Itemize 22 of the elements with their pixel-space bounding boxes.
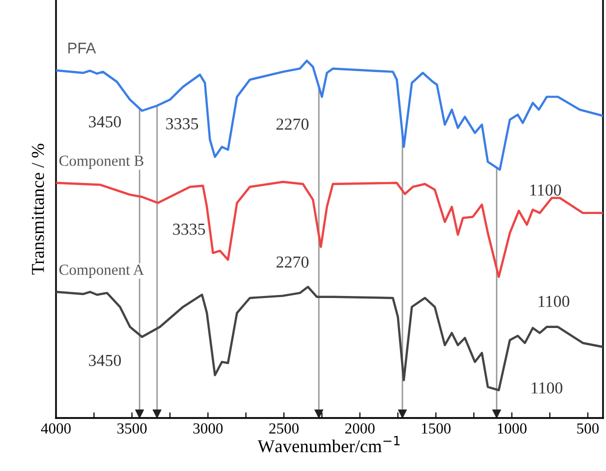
x-tick-label: 1500 [422,423,451,434]
series-label: Component B [59,156,144,170]
annotation: 1100 [530,184,561,196]
series-label: Component A [59,264,144,278]
x-tick-label: 4000 [41,423,71,434]
annotation: 1100 [532,382,562,394]
annotation: 3335 [173,224,206,235]
annotation: 2270 [276,256,309,268]
annotation: 3450 [88,354,121,366]
x-tick-label: 3500 [117,423,147,434]
series-label: PFA [68,42,96,54]
annotation: 1100 [538,296,570,308]
x-tick-label: 500 [577,423,599,434]
x-tick-label: 1000 [498,423,527,434]
x-axis-title: Wavenumber/cm$^{−1}$ [258,436,400,452]
x-tick-label: 3000 [193,423,223,434]
annotation: 3450 [88,116,121,128]
x-tick-label: 2000 [345,423,375,434]
annotation: 3335 [166,118,198,130]
x-tick-label: 2500 [269,423,299,434]
annotation: 2270 [276,118,309,130]
y-axis-title: Transmittance / % [32,144,44,275]
